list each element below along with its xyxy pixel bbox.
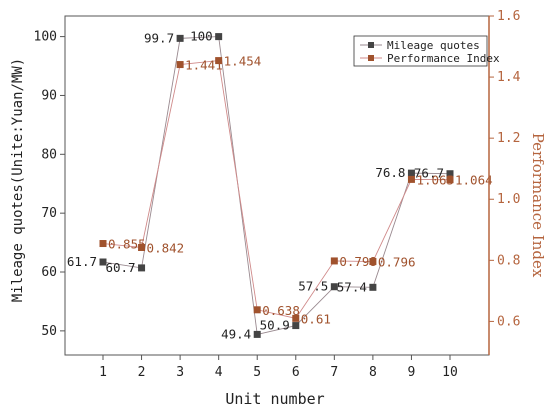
legend-marker (368, 42, 374, 48)
performance-index-value-label: 0.798 (339, 254, 377, 269)
x-tick-label: 5 (253, 365, 261, 380)
x-tick-label: 2 (138, 365, 146, 380)
y-axis-right: 0.6 0.8 1.0 1.2 1.4 1.6 (488, 9, 521, 355)
performance-index-point (99, 240, 107, 248)
y-right-tick-label: 1.6 (497, 9, 520, 24)
performance-index-value-label: 1.065 (416, 172, 454, 187)
mileage-quotes-value-label: 57.4 (337, 279, 367, 294)
performance-index-value-label: 1.064 (455, 173, 493, 188)
legend-marker (368, 55, 374, 61)
mileage-quotes-value-label: 60.7 (105, 260, 135, 275)
mileage-quotes-point (407, 169, 415, 177)
mileage-quotes-point (99, 258, 107, 266)
performance-index-line (102, 60, 451, 319)
x-tick-label: 8 (369, 365, 377, 380)
mileage-quotes-value-label: 100 (190, 29, 213, 44)
performance-index-point (292, 314, 300, 322)
performance-index-value-label: 0.842 (147, 240, 185, 255)
performance-index-point (330, 257, 338, 265)
x-tick-label: 9 (408, 365, 416, 380)
legend-label: Performance Index (387, 52, 500, 65)
performance-index-point (138, 243, 146, 251)
legend-box (353, 35, 488, 67)
mileage-quotes-value-label: 61.7 (67, 254, 97, 269)
mileage-quotes-point (330, 283, 338, 291)
y-left-tick-label: 50 (41, 324, 57, 339)
x-tick-label: 3 (176, 365, 184, 380)
mileage-quotes-value-label: 50.9 (260, 318, 290, 333)
y-left-tick-label: 60 (41, 265, 57, 280)
mileage-quotes-point (138, 264, 146, 272)
mileage-quotes-value-label: 49.4 (221, 326, 251, 341)
performance-index-value-label: 1.441 (185, 58, 223, 73)
performance-index-point (446, 176, 454, 184)
performance-index-value-label: 1.454 (224, 54, 262, 69)
x-axis-title: Unit number (225, 390, 324, 408)
performance-index-value-label: 0.638 (262, 303, 300, 318)
performance-index-value-label: 0.855 (108, 237, 146, 252)
y-right-tick-label: 0.6 (497, 314, 520, 329)
performance-index-point (369, 258, 377, 266)
mileage-quotes-point (215, 33, 223, 41)
x-tick-label: 4 (215, 365, 223, 380)
x-axis: 1 2 3 4 5 6 7 8 9 10 (99, 355, 458, 380)
y-left-tick-label: 100 (34, 30, 57, 45)
performance-index-value-label: 0.796 (378, 255, 416, 270)
y-right-tick-label: 1.2 (497, 131, 520, 146)
y-axis-left: 50 60 70 80 90 100 (34, 30, 65, 339)
mileage-quotes-value-label: 76.7 (414, 166, 444, 181)
y-right-tick-label: 0.8 (497, 253, 520, 268)
y-left-tick-label: 80 (41, 147, 57, 162)
mileage-quotes-value-label: 57.5 (298, 279, 328, 294)
y-axis-left-title: Mileage quotes(Unite:Yuan/MW) (10, 58, 26, 302)
x-tick-label: 7 (330, 365, 338, 380)
mileage-quotes-point (292, 322, 300, 330)
mileage-quotes-point (253, 330, 261, 338)
y-left-tick-label: 70 (41, 206, 57, 221)
mileage-quotes-point (176, 34, 184, 42)
legend-label: Mileage quotes (387, 39, 480, 52)
x-tick-label: 1 (99, 365, 107, 380)
x-tick-label: 6 (292, 365, 300, 380)
performance-index-value-label: 0.61 (301, 311, 331, 326)
mileage-quotes-value-label: 76.8 (375, 165, 405, 180)
performance-index-point (253, 306, 261, 314)
y-axis-right-title: Performance Index (529, 133, 547, 278)
y-right-tick-label: 1.0 (497, 192, 520, 207)
y-right-tick-label: 1.4 (497, 70, 521, 85)
performance-index-point (215, 57, 223, 65)
performance-index-point (407, 175, 415, 183)
mileage-quotes-value-label: 99.7 (144, 30, 174, 45)
mileage-quotes-point (446, 170, 454, 178)
mileage-quotes-point (369, 283, 377, 291)
mileage-quotes-line (102, 36, 451, 335)
x-tick-label: 10 (442, 365, 458, 380)
y-left-tick-label: 90 (41, 88, 57, 103)
performance-index-point (176, 61, 184, 69)
